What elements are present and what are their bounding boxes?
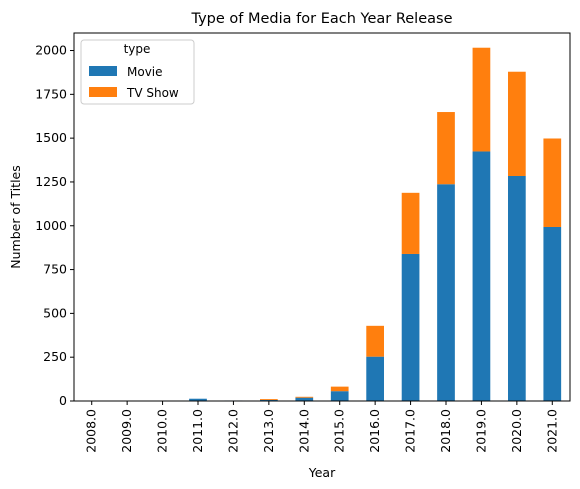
y-tick-label: 1500 xyxy=(35,130,67,145)
bar-tv-show-2013.0 xyxy=(260,399,278,400)
bar-tv-show-2014.0 xyxy=(295,396,314,398)
x-tick-label: 2014.0 xyxy=(296,409,311,453)
y-axis-label: Number of Titles xyxy=(8,165,23,269)
y-tick-label: 1000 xyxy=(35,218,67,233)
y-tick-label: 750 xyxy=(43,262,67,277)
x-axis-label: Year xyxy=(308,465,336,480)
y-tick-label: 1250 xyxy=(35,174,67,189)
x-axis: 2008.0 2009.0 2010.0 2011.0 2012.0 2013.0 2014… xyxy=(84,401,559,453)
legend-swatch-movie xyxy=(89,66,117,76)
bars-layer xyxy=(82,47,562,401)
chart-title: Type of Media for Each Year Release xyxy=(191,11,453,27)
bar-tv-show-2017.0 xyxy=(401,192,420,254)
bar-tv-show-2016.0 xyxy=(366,325,384,357)
legend: type Movie TV Show xyxy=(80,39,195,105)
x-tick-label: 2017.0 xyxy=(403,409,418,453)
x-tick-label: 2021.0 xyxy=(544,409,559,453)
bar-movie-2015.0 xyxy=(330,391,349,401)
bar-movie-2017.0 xyxy=(401,253,420,401)
x-tick-label: 2018.0 xyxy=(438,409,453,453)
legend-title: type xyxy=(124,42,151,56)
y-tick-label: 1750 xyxy=(35,86,67,101)
x-tick-label: 2008.0 xyxy=(84,409,99,453)
x-tick-label: 2009.0 xyxy=(119,409,134,453)
y-tick-label: 2000 xyxy=(35,43,67,58)
bar-tv-show-2021.0 xyxy=(543,138,562,227)
bar-movie-2020.0 xyxy=(508,175,526,401)
bar-movie-2018.0 xyxy=(437,184,455,401)
bar-movie-2019.0 xyxy=(472,151,491,401)
y-axis: 0 250 500 750 1000 1250 1500 1750 2000 xyxy=(35,43,74,408)
legend-label-movie: Movie xyxy=(127,65,163,79)
legend-label-tv-show: TV Show xyxy=(126,86,179,100)
bar-tv-show-2020.0 xyxy=(508,71,526,176)
x-tick-label: 2010.0 xyxy=(155,409,170,453)
y-tick-label: 500 xyxy=(43,305,67,320)
x-tick-label: 2016.0 xyxy=(367,409,382,453)
x-tick-label: 2013.0 xyxy=(261,409,276,453)
x-tick-label: 2019.0 xyxy=(473,409,488,453)
bar-movie-2013.0 xyxy=(260,399,278,401)
legend-swatch-tv-show xyxy=(89,87,117,97)
bar-movie-2016.0 xyxy=(366,356,384,401)
y-tick-label: 0 xyxy=(59,393,67,408)
x-tick-label: 2011.0 xyxy=(190,409,205,453)
bar-movie-2021.0 xyxy=(543,226,562,401)
y-tick-label: 250 xyxy=(43,349,67,364)
bar-movie-2014.0 xyxy=(295,397,314,401)
plot-frame xyxy=(73,32,571,402)
bar-tv-show-2015.0 xyxy=(330,386,349,392)
bar-movie-2011.0 xyxy=(189,398,207,401)
bar-tv-show-2019.0 xyxy=(472,47,491,152)
x-tick-label: 2015.0 xyxy=(332,409,347,453)
bar-tv-show-2018.0 xyxy=(437,112,455,185)
x-tick-label: 2012.0 xyxy=(225,409,240,453)
x-tick-label: 2020.0 xyxy=(509,409,524,453)
